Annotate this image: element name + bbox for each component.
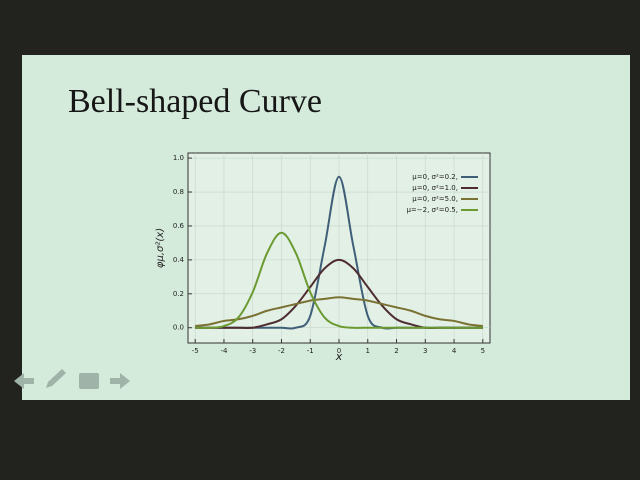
y-axis-label: φμ,σ²(x) <box>155 228 166 268</box>
series-line <box>195 231 483 329</box>
pen-button[interactable] <box>46 369 66 388</box>
x-tick-label: 5 <box>481 347 485 355</box>
x-tick-label: 3 <box>423 347 427 355</box>
legend-label: μ=0, σ²=5.0, <box>412 195 458 203</box>
legend-label: μ=0, σ²=0.2, <box>412 173 458 181</box>
x-tick-label: 0 <box>337 347 341 355</box>
y-tick-label: 0.0 <box>173 324 184 332</box>
x-tick-label: 1 <box>366 347 370 355</box>
legend-label: μ=−2, σ²=0.5, <box>406 206 458 214</box>
x-tick-label: -3 <box>249 347 256 355</box>
prev-button[interactable] <box>14 373 34 389</box>
y-tick-label: 0.2 <box>173 290 184 298</box>
x-tick-label: -5 <box>192 347 199 355</box>
legend-label: μ=0, σ²=1.0, <box>412 184 458 192</box>
y-tick-label: 0.8 <box>173 188 184 196</box>
x-tick-label: 2 <box>394 347 398 355</box>
next-button[interactable] <box>110 373 130 389</box>
y-tick-label: 1.0 <box>173 154 184 162</box>
x-tick-label: -2 <box>278 347 285 355</box>
slide-title: Bell-shaped Curve <box>68 83 322 120</box>
x-tick-label: -4 <box>220 347 228 355</box>
y-tick-label: 0.6 <box>173 222 185 230</box>
x-tick-label: -1 <box>307 347 314 355</box>
slide-nav <box>14 369 130 389</box>
x-tick-label: 4 <box>452 347 457 355</box>
series-line <box>195 296 483 328</box>
menu-button[interactable] <box>79 373 99 389</box>
x-axis-label: x <box>335 350 343 363</box>
y-tick-label: 0.4 <box>173 256 185 264</box>
